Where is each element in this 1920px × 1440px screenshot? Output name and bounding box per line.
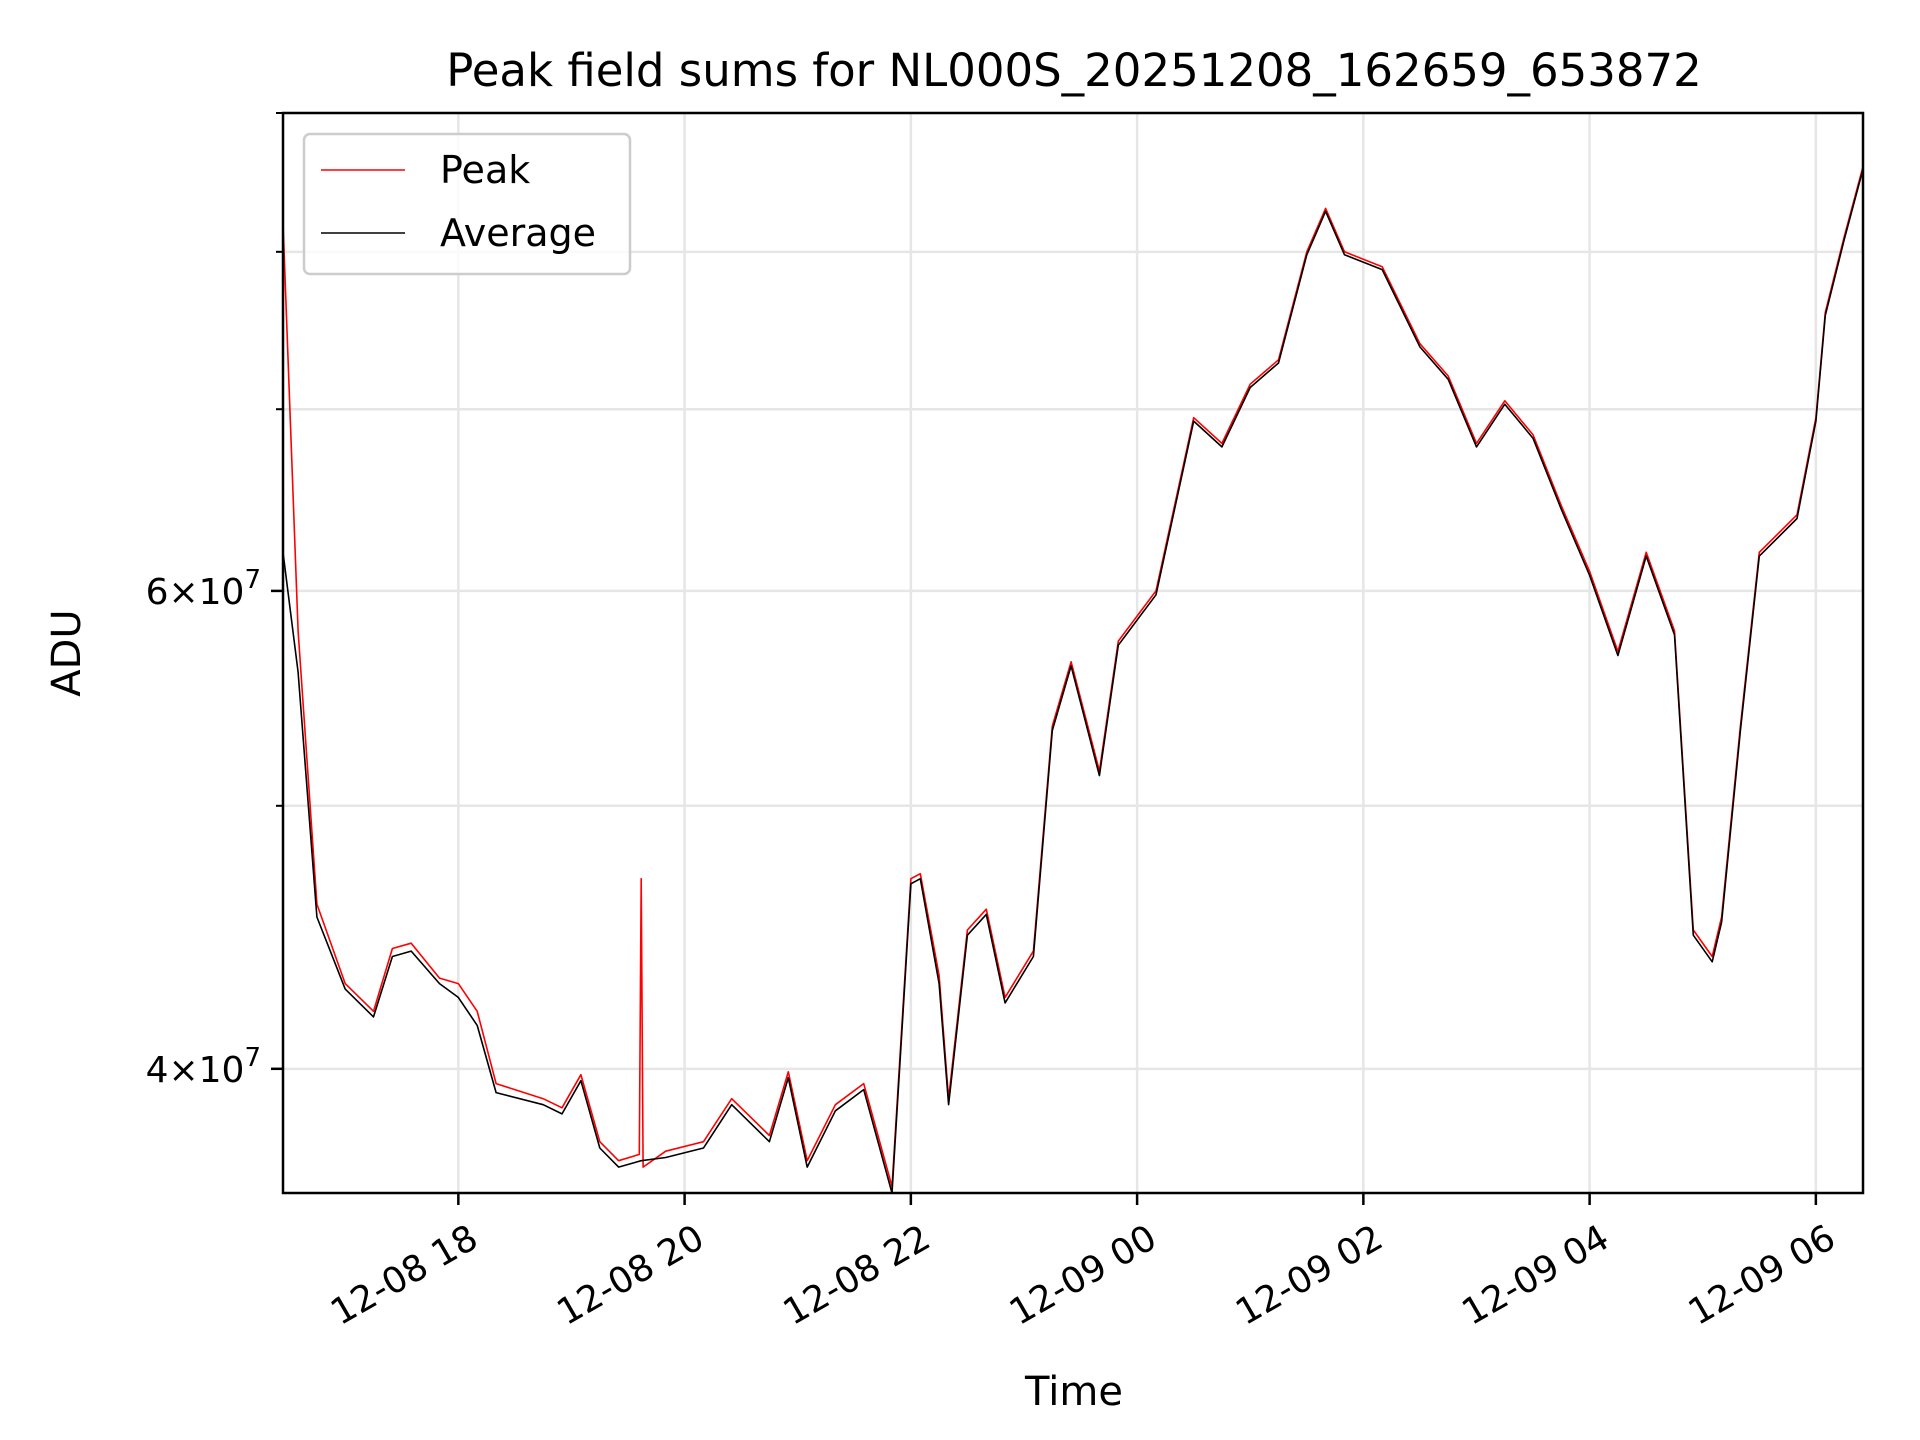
legend-label-average: Average [440, 211, 596, 255]
plot-frame [281, 111, 1865, 1195]
y-tick-label: 6×107 [146, 565, 261, 613]
y-tick-label: 4×107 [146, 1043, 261, 1091]
legend: Peak Average [302, 132, 632, 276]
series-layer [282, 166, 1864, 1194]
series-line-peak [282, 166, 1864, 1188]
chart-title: Peak field sums for NL000S_20251208_1626… [446, 44, 1702, 97]
y-axis-label: ADU [44, 609, 90, 696]
legend-label-peak: Peak [440, 148, 530, 192]
legend-box [302, 132, 632, 276]
x-axis-label: Time [1024, 1369, 1123, 1415]
series-line-average [282, 169, 1864, 1194]
